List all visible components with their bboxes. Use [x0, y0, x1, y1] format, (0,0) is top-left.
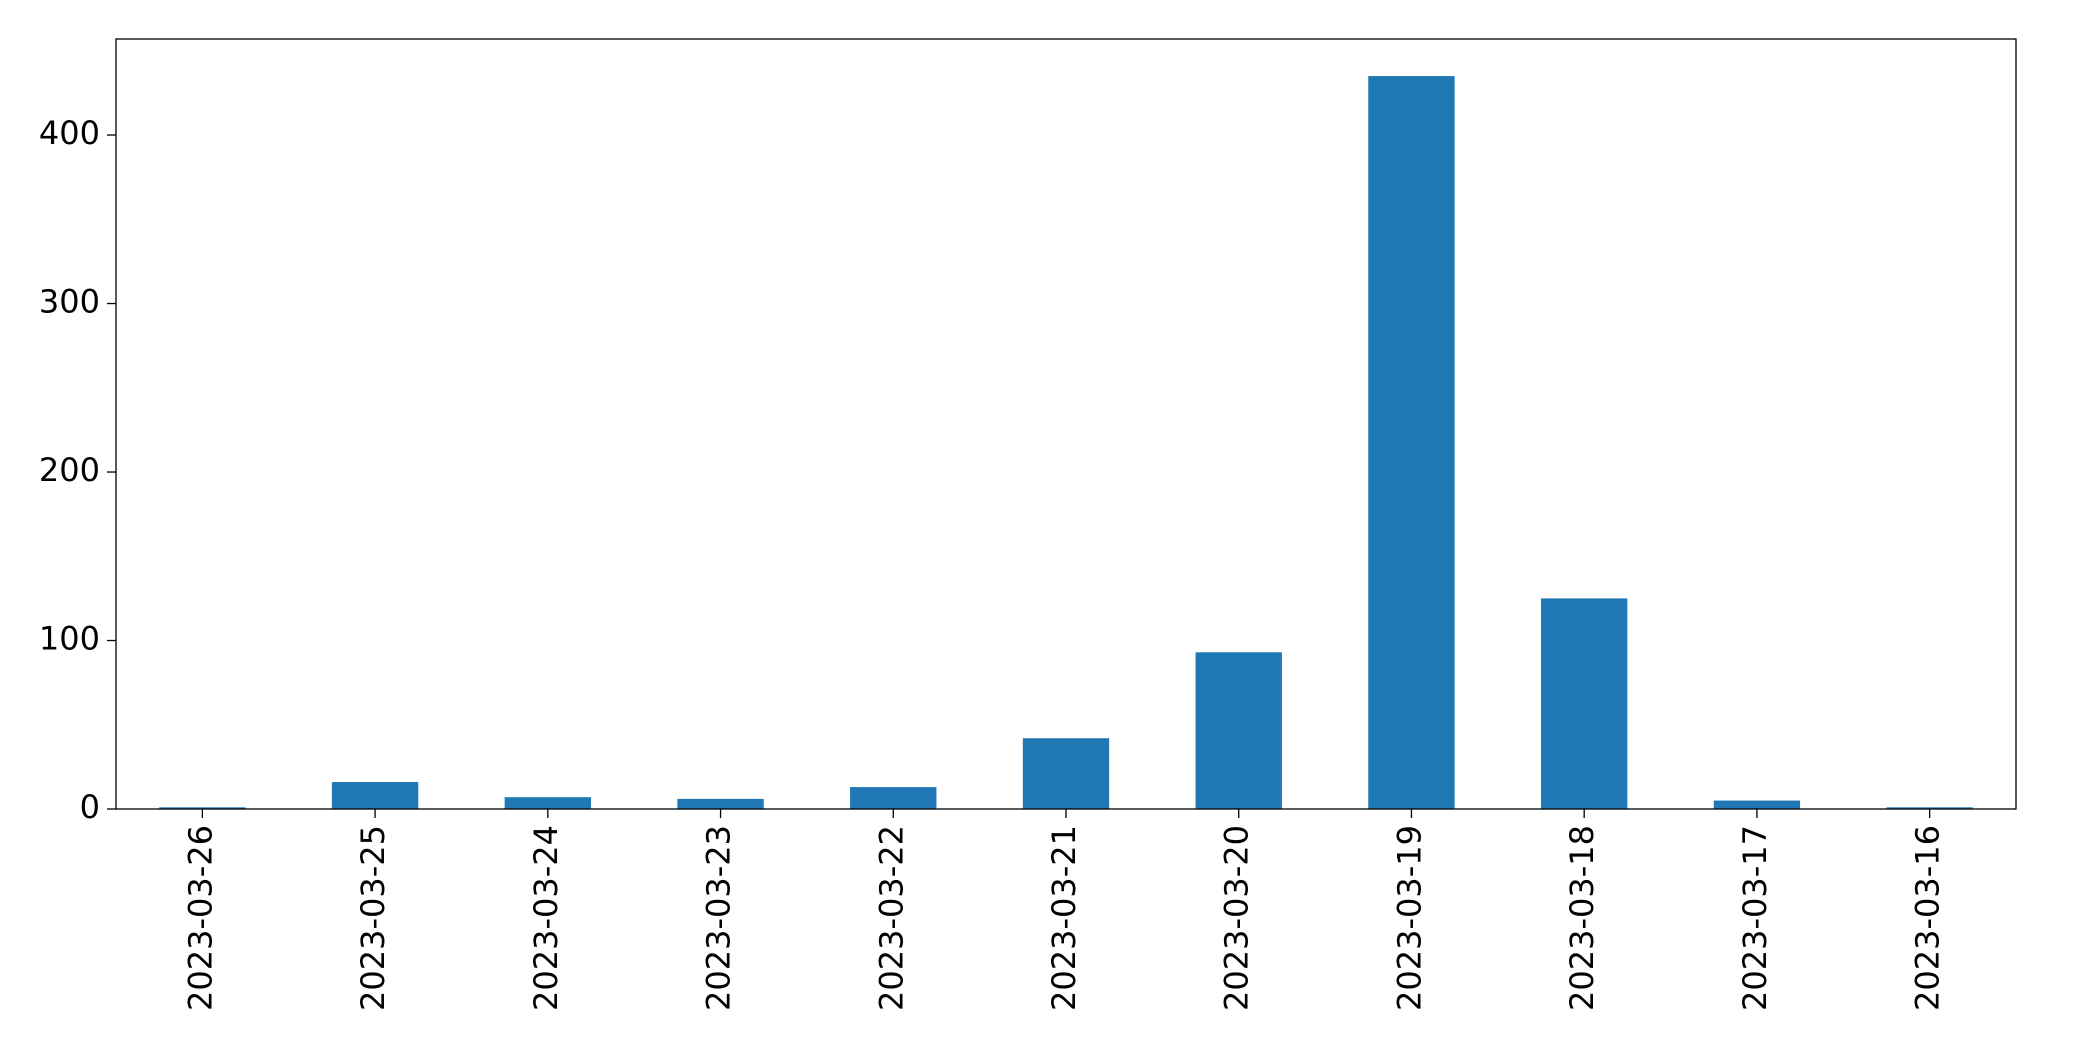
- y-tick-label: 400: [39, 114, 100, 152]
- x-tick-label: 2023-03-22: [872, 825, 910, 1011]
- x-tick-label: 2023-03-20: [1218, 825, 1256, 1011]
- bar: [1195, 652, 1282, 809]
- bar: [1022, 738, 1110, 809]
- x-tick-label: 2023-03-25: [354, 825, 392, 1011]
- y-tick-label: 100: [39, 620, 100, 658]
- bar: [850, 787, 937, 809]
- x-tick-label: 2023-03-18: [1563, 825, 1601, 1011]
- bar: [331, 782, 419, 809]
- bar: [1886, 807, 1973, 809]
- x-tick-label: 2023-03-24: [527, 825, 565, 1011]
- x-tick-label: 2023-03-19: [1390, 825, 1428, 1011]
- y-tick-label: 300: [39, 283, 100, 321]
- bar: [159, 807, 246, 809]
- x-tick-label: 2023-03-23: [700, 825, 738, 1011]
- y-tick-label: 200: [39, 451, 100, 489]
- bar: [1541, 598, 1628, 809]
- y-tick-label: 0: [80, 788, 100, 826]
- bar: [504, 797, 591, 809]
- x-tick-label: 2023-03-21: [1045, 825, 1083, 1011]
- bar: [1713, 800, 1801, 809]
- plot-frame: [115, 38, 2017, 810]
- bar: [1368, 76, 1455, 810]
- x-tick-label: 2023-03-26: [181, 825, 219, 1011]
- x-tick-label: 2023-03-17: [1736, 825, 1774, 1011]
- x-tick-label: 2023-03-16: [1909, 825, 1947, 1011]
- bar: [677, 798, 764, 809]
